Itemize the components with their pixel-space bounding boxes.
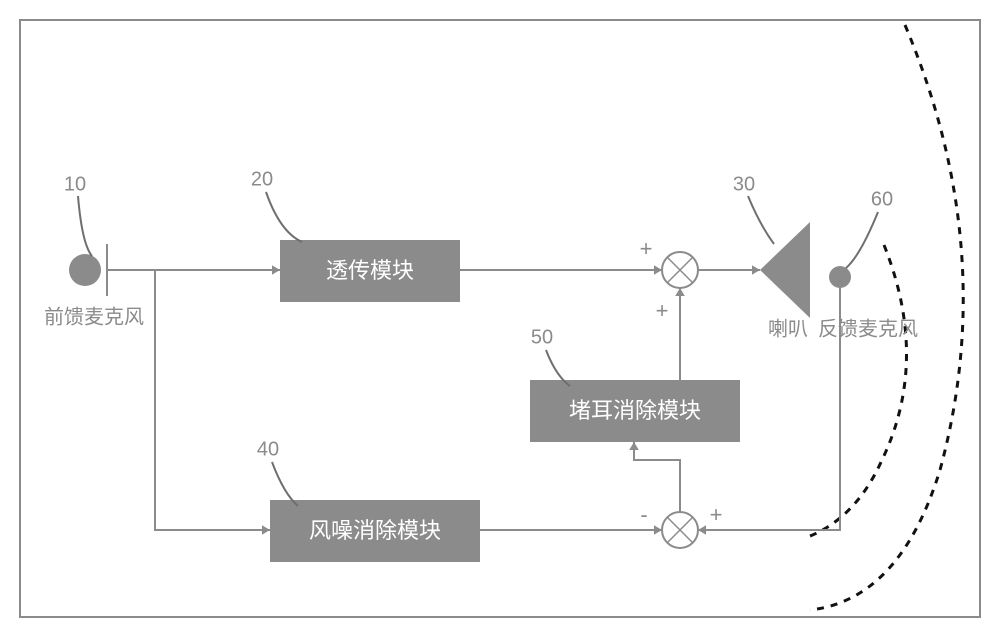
wind-noise-cancel-block-label: 风噪消除模块	[309, 518, 441, 543]
callout-c60: 60	[871, 188, 893, 210]
occlusion-cancel-block-label: 堵耳消除模块	[569, 398, 701, 423]
callout-c40: 40	[257, 438, 279, 460]
speaker-label: 喇叭	[768, 317, 808, 340]
sign-s2_right: +	[710, 502, 723, 527]
transparent-transmission-block-label: 透传模块	[326, 258, 414, 283]
feedforward-mic-label: 前馈麦克风	[44, 305, 144, 328]
sign-s1_bot: +	[656, 298, 669, 323]
leader-c60	[846, 212, 878, 268]
diagram-canvas: 前馈麦克风 透传模块风噪消除模块 堵耳消除模块 喇叭反馈麦克风 + + - +10 20 30 60…	[0, 0, 1000, 637]
feedforward-mic-icon	[69, 254, 101, 286]
leader-c20	[266, 192, 302, 242]
speaker-icon	[760, 222, 810, 318]
leader-c10	[78, 196, 92, 256]
wire-ff-down	[155, 270, 270, 530]
sign-s2_left: -	[640, 502, 647, 527]
callout-c30: 30	[733, 173, 755, 195]
leader-c40	[272, 462, 298, 506]
sign-s1_left: +	[640, 236, 653, 261]
feedback-mic-label: 反馈麦克风	[818, 317, 918, 340]
leader-c30	[748, 196, 774, 244]
feedback-mic-icon	[829, 266, 851, 288]
callout-c50: 50	[531, 326, 553, 348]
callout-c20: 20	[251, 168, 273, 190]
ear-outline-inner	[805, 245, 907, 538]
callout-c10: 10	[64, 173, 86, 195]
